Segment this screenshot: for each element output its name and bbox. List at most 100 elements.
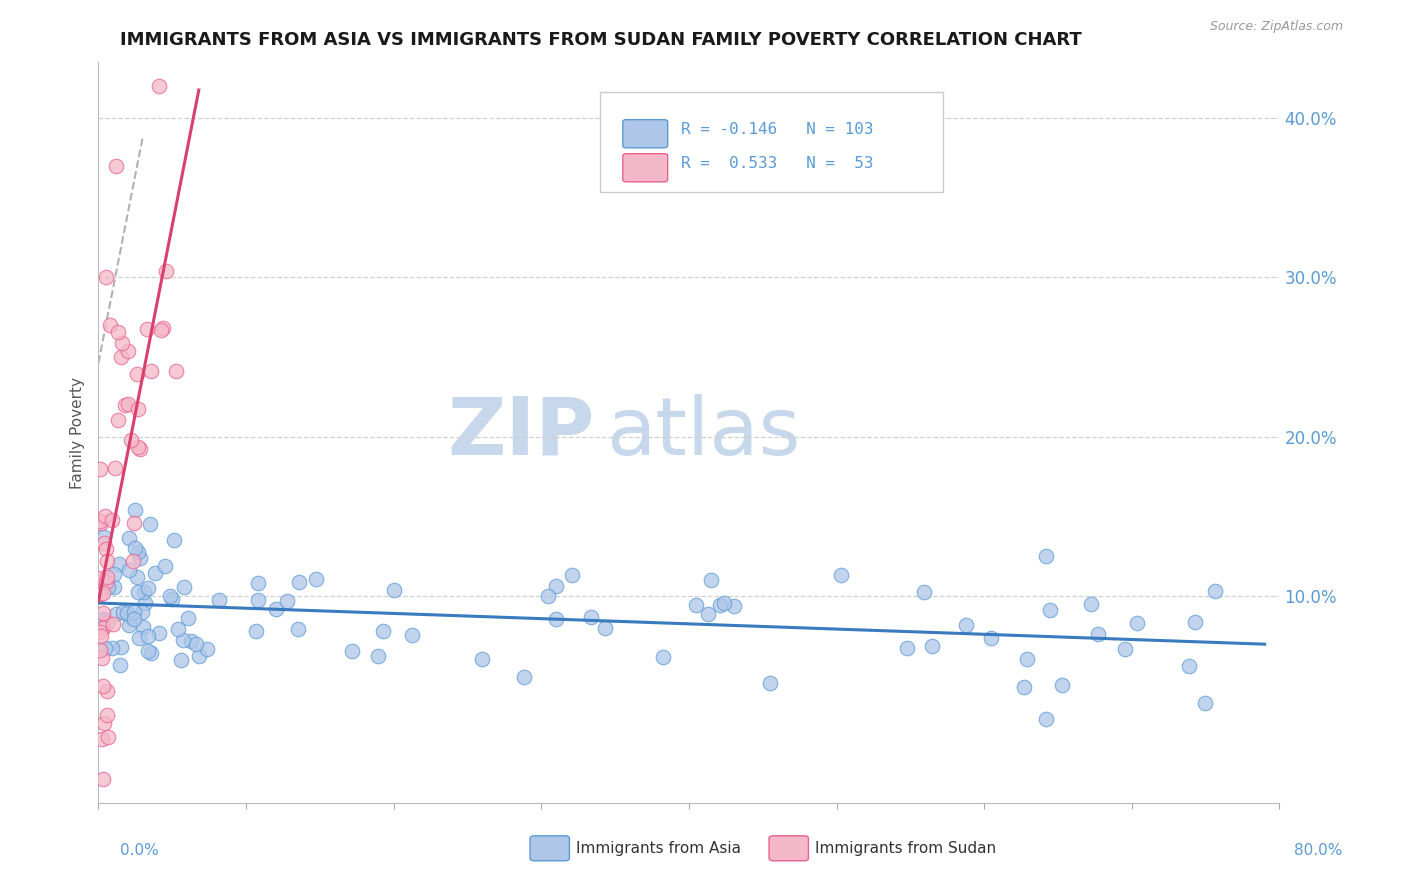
Point [264, 601, 287, 615]
Point [651, 649, 673, 664]
Point [90, 629, 112, 643]
Point [544, 579, 567, 593]
Point [94, 270, 117, 285]
Point [93, 620, 115, 634]
Point [1204, 583, 1226, 598]
Point [93, 536, 115, 550]
Point [723, 599, 745, 614]
Point [124, 541, 146, 555]
Point [340, 644, 363, 658]
Point [117, 397, 139, 411]
Point [713, 596, 735, 610]
Point [1017, 652, 1039, 666]
Point [132, 620, 155, 634]
Point [184, 637, 207, 651]
Point [152, 321, 174, 335]
Point [1035, 712, 1057, 726]
Point [89, 625, 111, 640]
Point [90, 516, 112, 530]
Point [536, 589, 558, 603]
Point [91, 612, 114, 626]
Text: Immigrants from Sudan: Immigrants from Sudan [815, 841, 997, 855]
Point [304, 572, 326, 586]
Text: atlas: atlas [606, 393, 800, 472]
Point [896, 641, 918, 656]
Point [94, 575, 117, 590]
Point [139, 517, 162, 532]
Point [247, 592, 270, 607]
Point [401, 628, 423, 642]
Point [93, 716, 115, 731]
Text: R = -0.146   N = 103: R = -0.146 N = 103 [681, 121, 873, 136]
Point [155, 559, 177, 574]
Point [512, 670, 534, 684]
Point [1184, 615, 1206, 629]
Point [104, 607, 127, 621]
Point [110, 350, 132, 364]
Point [160, 591, 183, 606]
Point [955, 618, 977, 632]
Point [89, 587, 111, 601]
Point [1114, 642, 1136, 657]
Point [128, 442, 150, 457]
Point [136, 629, 159, 643]
Point [367, 648, 389, 663]
Point [165, 364, 187, 378]
Point [94, 508, 117, 523]
Text: 0.0%: 0.0% [120, 843, 159, 858]
Point [103, 567, 125, 582]
Point [169, 652, 191, 666]
Point [980, 631, 1002, 645]
Point [128, 631, 150, 645]
FancyBboxPatch shape [600, 92, 943, 192]
Text: IMMIGRANTS FROM ASIA VS IMMIGRANTS FROM SUDAN FAMILY POVERTY CORRELATION CHART: IMMIGRANTS FROM ASIA VS IMMIGRANTS FROM … [120, 31, 1081, 49]
Point [103, 616, 125, 631]
Point [1050, 678, 1073, 692]
Point [1080, 597, 1102, 611]
Point [110, 640, 132, 655]
Point [121, 554, 143, 568]
Point [143, 566, 166, 581]
Point [90, 650, 112, 665]
Point [155, 264, 177, 278]
Point [1194, 696, 1216, 710]
Point [195, 641, 218, 656]
Point [159, 589, 181, 603]
Point [1087, 626, 1109, 640]
Point [700, 573, 723, 587]
Point [134, 596, 156, 610]
Point [96, 708, 118, 723]
Point [593, 621, 616, 635]
Point [118, 563, 141, 577]
Point [107, 325, 129, 339]
Text: ZIP: ZIP [447, 393, 595, 472]
Point [830, 568, 852, 582]
Point [96, 616, 118, 631]
Point [91, 606, 114, 620]
Point [1126, 616, 1149, 631]
Point [96, 683, 118, 698]
Point [97, 580, 120, 594]
Text: Source: ZipAtlas.com: Source: ZipAtlas.com [1209, 20, 1343, 33]
Point [120, 434, 142, 448]
Point [546, 612, 568, 626]
Point [111, 335, 134, 350]
Point [114, 398, 136, 412]
Point [89, 643, 111, 657]
Point [89, 514, 111, 528]
Point [108, 658, 131, 673]
Point [163, 533, 186, 547]
Point [1012, 680, 1035, 694]
Text: R =  0.533   N =  53: R = 0.533 N = 53 [681, 156, 873, 170]
Y-axis label: Family Poverty: Family Poverty [70, 376, 86, 489]
Point [131, 605, 153, 619]
Point [1035, 549, 1057, 563]
Point [117, 344, 139, 359]
Point [139, 364, 162, 378]
Point [149, 323, 172, 337]
Point [89, 462, 111, 476]
Point [127, 440, 149, 454]
Point [118, 617, 141, 632]
Point [276, 594, 298, 608]
Point [91, 679, 114, 693]
